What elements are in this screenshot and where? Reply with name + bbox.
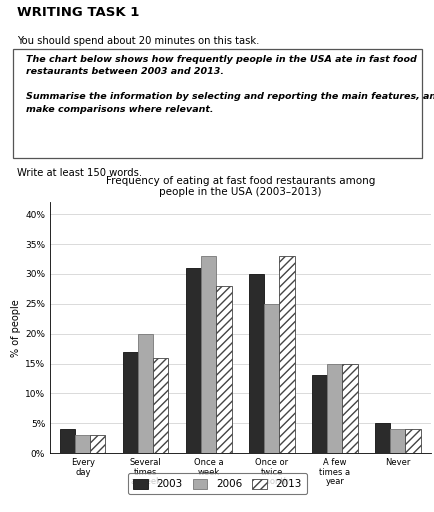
Bar: [201, 256, 216, 453]
Bar: [279, 256, 294, 453]
Text: The chart below shows how frequently people in the USA ate in fast food
restaura: The chart below shows how frequently peo…: [26, 55, 434, 114]
Bar: [216, 286, 231, 453]
Y-axis label: % of people: % of people: [11, 299, 21, 356]
Bar: [326, 364, 342, 453]
Bar: [90, 435, 105, 453]
Bar: [264, 304, 279, 453]
Bar: [153, 357, 168, 453]
Bar: [404, 429, 420, 453]
Legend: 2003, 2006, 2013: 2003, 2006, 2013: [128, 474, 306, 494]
Bar: [375, 423, 389, 453]
Bar: [249, 274, 264, 453]
Text: WRITING TASK 1: WRITING TASK 1: [17, 6, 139, 19]
Text: You should spend about 20 minutes on this task.: You should spend about 20 minutes on thi…: [17, 36, 259, 47]
Title: Frequency of eating at fast food restaurants among
people in the USA (2003–2013): Frequency of eating at fast food restaur…: [105, 176, 374, 197]
Bar: [342, 364, 357, 453]
Text: Write at least 150 words.: Write at least 150 words.: [17, 168, 142, 178]
Bar: [123, 352, 138, 453]
Bar: [389, 429, 404, 453]
Bar: [138, 334, 153, 453]
Bar: [186, 268, 201, 453]
FancyBboxPatch shape: [13, 49, 421, 158]
Bar: [75, 435, 90, 453]
Bar: [312, 375, 326, 453]
Bar: [60, 429, 75, 453]
